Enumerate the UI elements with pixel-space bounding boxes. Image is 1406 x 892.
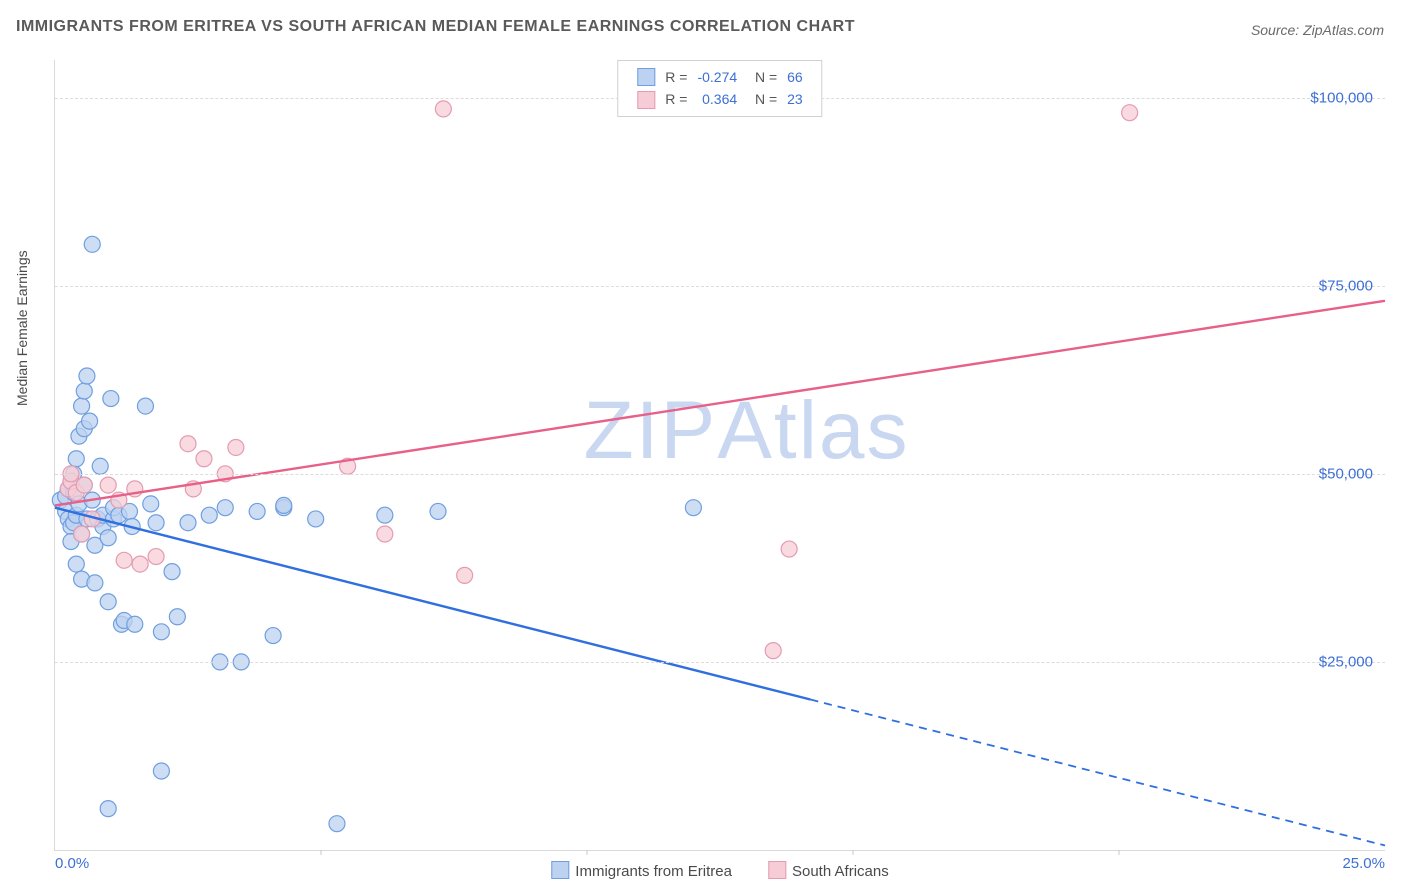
legend-table: R = -0.274 N = 66 R = 0.364 N = 23: [628, 65, 811, 112]
legend-n-label: N =: [746, 67, 778, 87]
data-point: [377, 526, 393, 542]
data-point: [84, 236, 100, 252]
data-point: [100, 594, 116, 610]
legend-swatch: [637, 91, 655, 109]
y-axis-label: Median Female Earnings: [14, 250, 30, 406]
data-point: [76, 477, 92, 493]
legend-row: R = 0.364 N = 23: [636, 89, 803, 109]
plot-area: ZIPAtlas $25,000$50,000$75,000$100,000 0…: [54, 60, 1385, 851]
data-point: [180, 515, 196, 531]
data-point: [217, 500, 233, 516]
data-point: [148, 549, 164, 565]
data-point: [435, 101, 451, 117]
data-point: [228, 439, 244, 455]
data-point: [79, 368, 95, 384]
data-point: [377, 507, 393, 523]
data-point: [137, 398, 153, 414]
legend-r-label: R =: [664, 67, 688, 87]
data-point: [100, 477, 116, 493]
legend-swatch: [768, 861, 786, 879]
data-point: [685, 500, 701, 516]
legend-n-label: N =: [746, 89, 778, 109]
legend-item: South Africans: [768, 861, 889, 880]
data-point: [74, 526, 90, 542]
data-point: [148, 515, 164, 531]
legend-swatch: [637, 68, 655, 86]
gridline: [55, 474, 1385, 475]
chart-title: IMMIGRANTS FROM ERITREA VS SOUTH AFRICAN…: [16, 18, 855, 36]
data-point: [100, 530, 116, 546]
y-tick-label: $75,000: [1319, 277, 1373, 294]
trend-line: [55, 508, 810, 700]
data-point: [169, 609, 185, 625]
data-point: [180, 436, 196, 452]
data-point: [329, 816, 345, 832]
data-point: [276, 497, 292, 513]
y-tick-label: $25,000: [1319, 653, 1373, 670]
data-point: [308, 511, 324, 527]
data-point: [92, 458, 108, 474]
legend-series-name: Immigrants from Eritrea: [575, 863, 732, 880]
data-point: [153, 763, 169, 779]
data-point: [164, 564, 180, 580]
data-point: [132, 556, 148, 572]
x-tick-label: 0.0%: [55, 855, 89, 872]
y-tick-label: $100,000: [1310, 89, 1373, 106]
data-point: [127, 616, 143, 632]
x-tick-label: 25.0%: [1342, 855, 1385, 872]
legend-r-value: -0.274: [696, 67, 738, 87]
legend-series-name: South Africans: [792, 863, 889, 880]
data-point: [1122, 105, 1138, 121]
data-point: [87, 575, 103, 591]
data-point: [201, 507, 217, 523]
data-point: [781, 541, 797, 557]
data-point: [457, 567, 473, 583]
legend-r-value: 0.364: [696, 89, 738, 109]
data-point: [249, 503, 265, 519]
data-point: [103, 391, 119, 407]
data-point: [196, 451, 212, 467]
data-point: [82, 413, 98, 429]
data-point: [100, 801, 116, 817]
chart-svg: [55, 60, 1385, 850]
data-point: [143, 496, 159, 512]
data-point: [68, 451, 84, 467]
legend-row: R = -0.274 N = 66: [636, 67, 803, 87]
legend-swatch: [551, 861, 569, 879]
legend-r-label: R =: [664, 89, 688, 109]
legend-item: Immigrants from Eritrea: [551, 861, 732, 880]
trend-line-extrapolated: [810, 700, 1385, 846]
data-point: [265, 628, 281, 644]
data-point: [430, 503, 446, 519]
data-point: [76, 383, 92, 399]
data-point: [153, 624, 169, 640]
gridline: [55, 286, 1385, 287]
source-attribution: Source: ZipAtlas.com: [1251, 22, 1384, 38]
data-point: [74, 398, 90, 414]
data-point: [116, 552, 132, 568]
data-point: [765, 643, 781, 659]
chart-container: IMMIGRANTS FROM ERITREA VS SOUTH AFRICAN…: [0, 0, 1406, 892]
legend-correlation: R = -0.274 N = 66 R = 0.364 N = 23: [617, 60, 822, 117]
legend-n-value: 23: [786, 89, 804, 109]
gridline: [55, 662, 1385, 663]
y-tick-label: $50,000: [1319, 465, 1373, 482]
legend-series: Immigrants from Eritrea South Africans: [533, 861, 906, 880]
data-point: [68, 556, 84, 572]
legend-n-value: 66: [786, 67, 804, 87]
